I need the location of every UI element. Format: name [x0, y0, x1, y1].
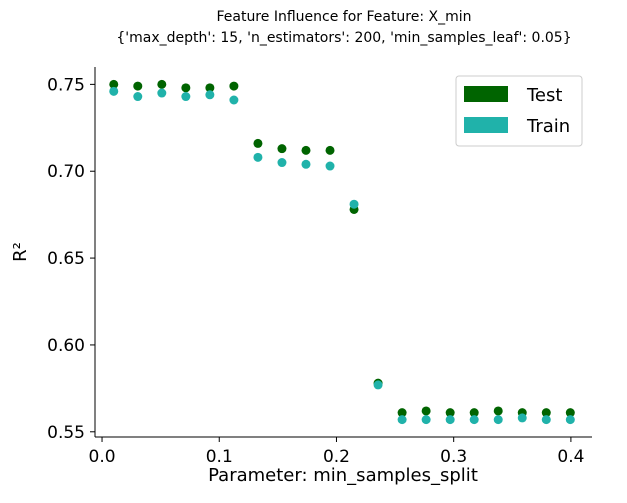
- test-point: [181, 83, 191, 93]
- train-point: [397, 415, 407, 425]
- train-point: [541, 415, 551, 425]
- y-axis-label: R²: [10, 242, 31, 262]
- test-point: [493, 406, 503, 416]
- test-point: [325, 145, 335, 155]
- x-tick-label: 0.0: [89, 447, 116, 467]
- train-point: [445, 415, 455, 425]
- y-axis-ticks: 0.55 0.60 0.65 0.70 0.75: [47, 75, 95, 443]
- chart-title: Feature Influence for Feature: X_min: [216, 9, 471, 25]
- x-axis-ticks: 0.0 0.1 0.2 0.3 0.4: [89, 437, 584, 467]
- test-point: [301, 145, 311, 155]
- test-point: [133, 81, 143, 91]
- legend-label-train: Train: [526, 116, 570, 137]
- x-tick-label: 0.2: [323, 447, 350, 467]
- train-point: [349, 199, 359, 209]
- x-tick-label: 0.4: [557, 447, 584, 467]
- test-point: [277, 144, 287, 154]
- train-point: [469, 415, 479, 425]
- series-train: [109, 86, 575, 425]
- train-point: [493, 415, 503, 425]
- train-point: [277, 158, 287, 168]
- test-point: [205, 83, 215, 93]
- test-point: [109, 79, 119, 89]
- x-tick-label: 0.3: [440, 447, 467, 467]
- train-point: [157, 88, 167, 98]
- test-point: [157, 79, 167, 89]
- legend: Test Train: [455, 75, 583, 147]
- chart-subtitle: {'max_depth': 15, 'n_estimators': 200, '…: [116, 30, 571, 46]
- y-tick-label: 0.75: [47, 75, 85, 95]
- test-point: [469, 408, 479, 418]
- train-point: [373, 380, 383, 390]
- legend-swatch-test: [464, 86, 508, 102]
- legend-swatch-train: [464, 117, 508, 133]
- train-point: [325, 161, 335, 171]
- train-point: [517, 413, 527, 423]
- train-point: [253, 152, 263, 162]
- y-tick-label: 0.55: [47, 423, 85, 443]
- legend-label-test: Test: [526, 85, 562, 106]
- y-tick-label: 0.65: [47, 249, 85, 269]
- test-point: [229, 81, 239, 91]
- train-point: [133, 92, 143, 102]
- train-point: [205, 90, 215, 100]
- x-tick-label: 0.1: [206, 447, 233, 467]
- train-point: [565, 415, 575, 425]
- train-point: [301, 159, 311, 169]
- train-point: [109, 86, 119, 96]
- test-point: [397, 408, 407, 418]
- test-point: [253, 138, 263, 148]
- test-point: [565, 408, 575, 418]
- y-tick-label: 0.60: [47, 336, 85, 356]
- train-point: [421, 415, 431, 425]
- test-point: [445, 408, 455, 418]
- test-point: [421, 406, 431, 416]
- test-point: [541, 408, 551, 418]
- x-axis-label: Parameter: min_samples_split: [208, 465, 478, 486]
- train-point: [229, 95, 239, 105]
- train-point: [181, 92, 191, 102]
- plot-area: [109, 79, 575, 425]
- y-tick-label: 0.70: [47, 162, 85, 182]
